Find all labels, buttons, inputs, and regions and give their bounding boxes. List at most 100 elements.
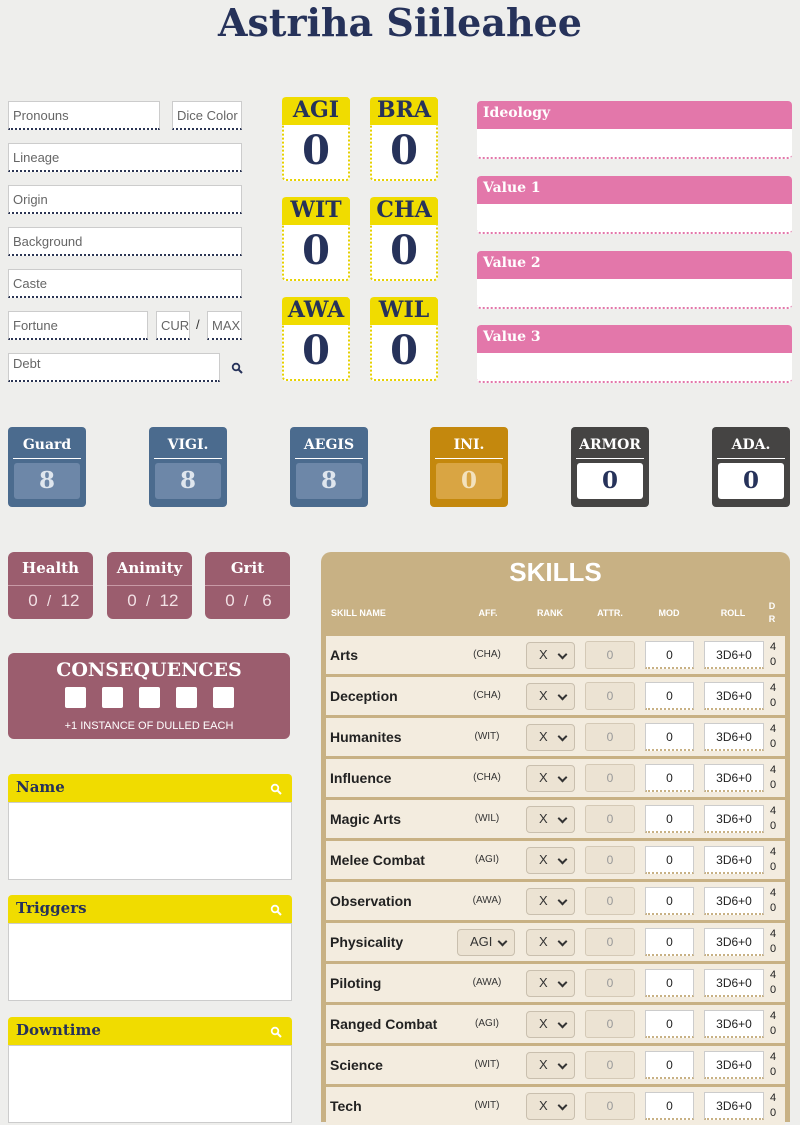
modifier-input[interactable]: 0 — [645, 1010, 694, 1038]
rank-select[interactable]: X — [526, 642, 575, 669]
checkbox[interactable] — [176, 687, 197, 708]
text-input[interactable]: Background — [8, 227, 242, 256]
roll-button[interactable]: 3D6+0 — [704, 1051, 764, 1079]
defense-value[interactable]: 0 — [436, 463, 502, 499]
defense-value[interactable]: 8 — [14, 463, 80, 499]
roll-button[interactable]: 3D6+0 — [704, 764, 764, 792]
pool-max[interactable]: 12 — [159, 591, 179, 610]
search-icon[interactable] — [231, 361, 243, 379]
modifier-input[interactable]: 0 — [645, 1051, 694, 1079]
text-input[interactable]: Fortune — [8, 311, 148, 340]
note-header — [8, 895, 292, 923]
roll-button[interactable]: 3D6+0 — [704, 846, 764, 874]
pool-current[interactable]: 0 — [127, 591, 137, 610]
rank-select[interactable]: X — [526, 888, 575, 915]
text-input[interactable]: MAX — [207, 311, 242, 340]
modifier-input[interactable]: 0 — [645, 682, 694, 710]
text-area[interactable] — [8, 923, 292, 1001]
search-icon[interactable] — [270, 782, 282, 800]
roll-button[interactable]: 3D6+0 — [704, 723, 764, 751]
defense-value[interactable]: 0 — [718, 463, 784, 499]
text-input[interactable]: Dice Color — [172, 101, 242, 130]
search-icon[interactable] — [270, 903, 282, 921]
text-area[interactable] — [8, 802, 292, 880]
rank-select[interactable]: X — [526, 806, 575, 833]
text-input[interactable]: Caste — [8, 269, 242, 298]
pool-max[interactable]: 6 — [262, 591, 272, 610]
attribute-field: 0 — [585, 1051, 635, 1079]
affinity-select[interactable]: AGI — [457, 929, 515, 956]
modifier-input[interactable]: 0 — [645, 723, 694, 751]
pool-label: Animity — [116, 559, 183, 577]
rank-select[interactable]: X — [526, 683, 575, 710]
search-icon[interactable] — [270, 1025, 282, 1043]
pool-current[interactable]: 0 — [225, 591, 235, 610]
checkbox[interactable] — [139, 687, 160, 708]
roll-button[interactable]: 3D6+0 — [704, 641, 764, 669]
roll-button[interactable]: 3D6+0 — [704, 805, 764, 833]
rank-select[interactable]: X — [526, 847, 575, 874]
defense-value[interactable]: 8 — [296, 463, 362, 499]
modifier-input[interactable]: 0 — [645, 887, 694, 915]
attribute-value[interactable]: 0 — [390, 327, 418, 374]
text-input[interactable]: Lineage — [8, 143, 242, 172]
rank-select[interactable]: X — [526, 970, 575, 997]
belief-label: Value 3 — [483, 329, 541, 345]
divider — [576, 458, 644, 459]
roll-button[interactable]: 3D6+0 — [704, 1010, 764, 1038]
roll-button[interactable]: 3D6+0 — [704, 969, 764, 997]
checkbox[interactable] — [213, 687, 234, 708]
rank-select[interactable]: X — [526, 929, 575, 956]
skill-name: Influence — [330, 770, 392, 786]
rank-select[interactable]: X — [526, 1093, 575, 1120]
text-input[interactable]: Debt — [8, 353, 220, 382]
text-area[interactable] — [8, 1045, 292, 1123]
attribute-field: 0 — [585, 682, 635, 710]
skills-panel: SKILLS SKILL NAME AFF. RANK ATTR. MOD ROLL DR Ar… — [321, 552, 790, 1125]
roll-button[interactable]: 3D6+0 — [704, 682, 764, 710]
divider — [435, 458, 503, 459]
attribute-value[interactable]: 0 — [302, 327, 330, 374]
rank-select[interactable]: X — [526, 724, 575, 751]
text-input[interactable]: Origin — [8, 185, 242, 214]
text-input[interactable]: Pronouns — [8, 101, 160, 130]
rank-select[interactable]: X — [526, 1052, 575, 1079]
roll-button[interactable]: 3D6+0 — [704, 1092, 764, 1120]
dr-value: 40 — [770, 969, 777, 996]
attribute-field: 0 — [585, 805, 635, 833]
defense-box: AEGIS 8 — [290, 427, 368, 507]
consequences-title: CONSEQUENCES — [56, 659, 242, 681]
checkbox[interactable] — [102, 687, 123, 708]
modifier-input[interactable]: 0 — [645, 805, 694, 833]
modifier-input[interactable]: 0 — [645, 764, 694, 792]
attribute-value[interactable]: 0 — [302, 127, 330, 174]
modifier-input[interactable]: 0 — [645, 1092, 694, 1120]
roll-button[interactable]: 3D6+0 — [704, 928, 764, 956]
defense-box: ADA. 0 — [712, 427, 790, 507]
belief-box: Value 1 — [477, 176, 792, 234]
pool-current[interactable]: 0 — [28, 591, 38, 610]
attribute-value[interactable]: 0 — [302, 227, 330, 274]
dr-value: 40 — [770, 641, 777, 668]
rank-select[interactable]: X — [526, 765, 575, 792]
rank-select[interactable]: X — [526, 1011, 575, 1038]
modifier-input[interactable]: 0 — [645, 928, 694, 956]
column-header: DR — [768, 601, 776, 624]
modifier-input[interactable]: 0 — [645, 641, 694, 669]
defense-label: INI. — [453, 437, 485, 453]
skill-name: Deception — [330, 688, 398, 704]
text-input[interactable]: CUR — [156, 311, 190, 340]
checkbox[interactable] — [65, 687, 86, 708]
modifier-input[interactable]: 0 — [645, 846, 694, 874]
attribute-field: 0 — [585, 723, 635, 751]
attribute-header — [370, 297, 438, 325]
pool-max[interactable]: 12 — [60, 591, 80, 610]
attribute-value[interactable]: 0 — [390, 127, 418, 174]
attribute-value[interactable]: 0 — [390, 227, 418, 274]
defense-value[interactable]: 0 — [577, 463, 643, 499]
column-header: ROLL — [720, 608, 746, 618]
defense-value[interactable]: 8 — [155, 463, 221, 499]
pool-label: Health — [22, 559, 79, 577]
modifier-input[interactable]: 0 — [645, 969, 694, 997]
roll-button[interactable]: 3D6+0 — [704, 887, 764, 915]
